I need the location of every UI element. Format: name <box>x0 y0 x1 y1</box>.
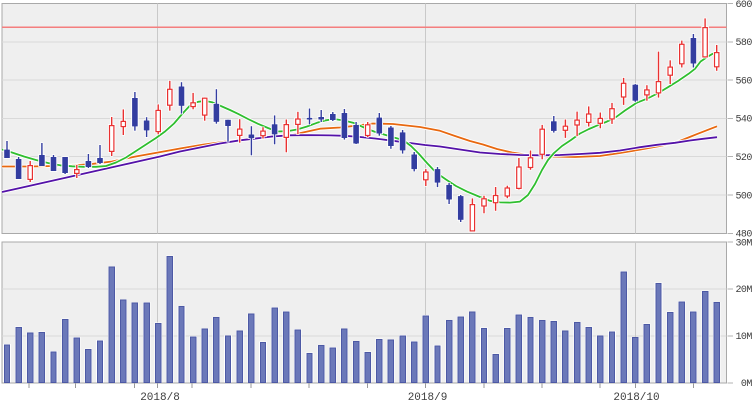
svg-text:580: 580 <box>735 38 752 49</box>
svg-text:480: 480 <box>735 230 752 241</box>
svg-text:520: 520 <box>735 153 752 164</box>
svg-text:0M: 0M <box>741 379 752 390</box>
svg-text:20M: 20M <box>735 285 752 296</box>
svg-text:2018/10: 2018/10 <box>613 392 659 400</box>
svg-text:2018/9: 2018/9 <box>408 392 448 400</box>
svg-text:560: 560 <box>735 76 752 87</box>
svg-text:2018/8: 2018/8 <box>140 392 180 400</box>
svg-text:540: 540 <box>735 115 752 126</box>
svg-text:600: 600 <box>735 0 752 11</box>
svg-text:30M: 30M <box>735 239 752 250</box>
svg-text:500: 500 <box>735 191 752 202</box>
svg-text:10M: 10M <box>735 332 752 343</box>
